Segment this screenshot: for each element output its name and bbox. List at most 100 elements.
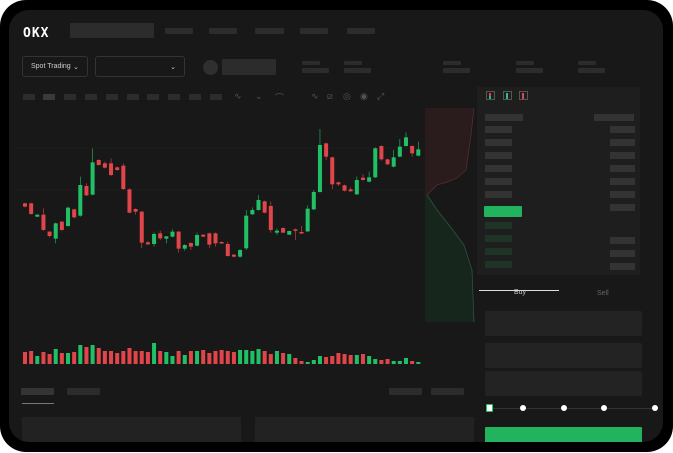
nav-item[interactable] xyxy=(300,28,328,34)
okx-logo[interactable]: OKX xyxy=(23,26,50,41)
candle xyxy=(78,176,83,217)
draw-line-icon[interactable]: ⌒ xyxy=(275,93,285,103)
candle xyxy=(324,142,329,160)
amount-slider-track[interactable] xyxy=(491,408,657,409)
nav-item[interactable] xyxy=(255,28,284,34)
open-orders-tab[interactable] xyxy=(21,388,54,395)
nav-item[interactable] xyxy=(165,28,193,34)
app-screen: OKX Spot Trading ⌄ ⌄ ∿ ⌄ ⌒ ∿ ⧄ ◎ ◉ ⤢ xyxy=(9,10,663,442)
timeframe-button[interactable] xyxy=(23,94,35,100)
volume-bar xyxy=(268,354,273,364)
candle-body xyxy=(84,186,89,196)
pair-selector[interactable]: ⌄ xyxy=(95,56,185,77)
filter-button[interactable] xyxy=(389,388,422,395)
candle xyxy=(336,181,341,186)
candle-body xyxy=(397,146,402,157)
candle-body xyxy=(90,162,95,195)
candle-body xyxy=(195,235,200,246)
slider-node-75[interactable] xyxy=(601,405,607,411)
candle-body xyxy=(410,146,415,154)
volume-bar xyxy=(336,353,341,364)
price-input[interactable] xyxy=(485,311,642,336)
orderbook-both-icon[interactable] xyxy=(486,91,495,100)
timeframe-button[interactable] xyxy=(168,94,180,100)
settings-icon[interactable]: ◉ xyxy=(360,91,368,101)
candle xyxy=(250,207,255,215)
candle-body xyxy=(145,242,150,245)
candle-body xyxy=(53,223,58,239)
search-bar[interactable] xyxy=(70,23,154,38)
volume-bar xyxy=(96,348,101,364)
buy-button[interactable] xyxy=(485,427,642,442)
ask-price xyxy=(485,152,512,159)
chart-type-icon[interactable]: ⌄ xyxy=(255,91,263,101)
timeframe-button[interactable] xyxy=(210,94,222,100)
orderbook-bids-icon[interactable] xyxy=(503,91,512,100)
amount-input[interactable] xyxy=(485,343,642,368)
buy-tab[interactable]: Buy xyxy=(514,289,527,296)
spot-trading-dropdown[interactable]: Spot Trading ⌄ xyxy=(22,56,88,77)
sell-tab[interactable]: Sell xyxy=(597,290,609,297)
fullscreen-icon[interactable]: ⤢ xyxy=(377,91,385,101)
volume-bar xyxy=(41,352,46,364)
candle-body xyxy=(72,209,77,218)
candle xyxy=(256,195,261,211)
volume-bar xyxy=(354,355,359,364)
candle xyxy=(219,241,224,244)
timeframe-button[interactable] xyxy=(127,94,139,100)
slider-node-25[interactable] xyxy=(520,405,526,411)
timeframe-button[interactable] xyxy=(64,94,76,100)
candle xyxy=(238,249,243,258)
timeframe-button[interactable] xyxy=(189,94,201,100)
stat-value xyxy=(516,68,543,73)
stat-value xyxy=(578,68,605,73)
order-history-tab[interactable] xyxy=(67,388,100,395)
nav-item[interactable] xyxy=(347,28,375,34)
timeframe-button[interactable] xyxy=(106,94,118,100)
volume-bar xyxy=(164,352,169,364)
depth-asks-line xyxy=(426,107,475,196)
stat-value xyxy=(302,68,329,73)
candle xyxy=(152,232,157,247)
depth-asks-area xyxy=(425,108,474,195)
slider-node-0[interactable] xyxy=(486,404,493,412)
slider-node-100[interactable] xyxy=(652,405,658,411)
orderbook-asks-icon[interactable] xyxy=(519,91,528,100)
slider-node-50[interactable] xyxy=(561,405,567,411)
volume-bar xyxy=(35,356,40,364)
candle-body xyxy=(336,182,341,185)
candle-body xyxy=(219,242,224,244)
candle xyxy=(139,211,144,248)
candlestick-chart[interactable] xyxy=(9,10,663,442)
stat-label xyxy=(302,61,320,65)
candle-body xyxy=(231,254,236,257)
candle-body xyxy=(268,206,273,230)
candle xyxy=(391,150,396,168)
candle-body xyxy=(139,211,144,243)
total-input[interactable] xyxy=(485,371,642,396)
timeframe-button[interactable] xyxy=(43,94,55,100)
indicator-icon[interactable]: ∿ xyxy=(234,91,242,101)
ruler-icon[interactable]: ⧄ xyxy=(327,91,333,101)
orderbook-header-price xyxy=(485,114,523,121)
candle xyxy=(274,228,279,235)
wave-icon[interactable]: ∿ xyxy=(311,91,319,101)
ask-amount xyxy=(610,178,635,185)
camera-icon[interactable]: ◎ xyxy=(343,91,351,101)
timeframe-button[interactable] xyxy=(147,94,159,100)
timeframe-button[interactable] xyxy=(85,94,97,100)
volume-bar xyxy=(139,351,144,364)
spot-trading-label: Spot Trading xyxy=(31,63,71,70)
candle xyxy=(397,139,402,158)
candle xyxy=(47,231,52,238)
candle-body xyxy=(133,209,138,212)
nav-item[interactable] xyxy=(209,28,237,34)
candle xyxy=(213,232,218,247)
volume-bar xyxy=(109,351,114,364)
candle-body xyxy=(182,245,187,249)
ask-price xyxy=(485,126,512,133)
volume-bar xyxy=(262,351,267,364)
ask-price xyxy=(485,165,512,172)
filter-button[interactable] xyxy=(431,388,464,395)
candle xyxy=(416,141,421,157)
